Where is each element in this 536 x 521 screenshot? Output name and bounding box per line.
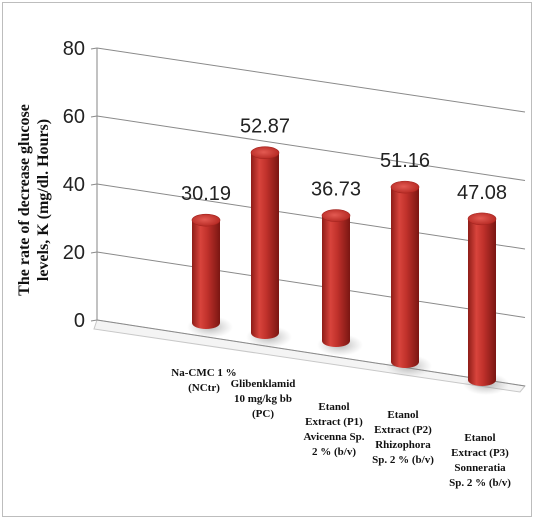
y-tick-label: 40	[63, 174, 85, 196]
category-label-line: Sp. 2 % (b/v)	[449, 477, 511, 489]
gridline	[96, 47, 526, 113]
gridlines	[90, 47, 526, 387]
category-label: Etanol Extract (P3) Sonneratia Sp. 2 % (b/v…	[449, 432, 511, 489]
category-label: Na-CMC 1 % (NCtr)	[171, 367, 236, 394]
bar-top	[191, 213, 221, 227]
category-label-line: Sonneratia	[454, 462, 506, 474]
bar	[317, 209, 363, 356]
y-tick-label: 0	[74, 310, 85, 332]
bar-body	[251, 152, 279, 339]
category-label-line: 10 mg/kg bb	[234, 393, 292, 405]
bar-body	[322, 215, 350, 347]
tick-mark	[90, 183, 98, 186]
data-labels: 30.19 52.87 36.73 51.16 47.08	[181, 116, 507, 205]
category-label-line: Etanol	[387, 409, 418, 421]
gridline	[96, 183, 526, 250]
category-label-line: Na-CMC 1 %	[171, 367, 236, 379]
category-label-line: Sp. 2 % (b/v)	[372, 454, 434, 466]
gridline	[96, 319, 526, 387]
y-tick-label: 80	[63, 38, 85, 60]
category-label-line: 2 % (b/v)	[312, 446, 356, 458]
y-tick-label: 20	[63, 242, 85, 264]
category-label-line: Glibenklamid	[231, 378, 296, 390]
bar-top	[390, 180, 420, 194]
category-label-line: Extract (P1)	[305, 416, 363, 428]
y-axis-label-line-1: The rate of decrease glucose	[16, 104, 33, 296]
data-label: 36.73	[311, 179, 361, 201]
data-label: 30.19	[181, 183, 231, 205]
category-label: Glibenklamid 10 mg/kg bb (PC)	[231, 378, 296, 420]
category-label-line: Etanol	[464, 432, 495, 444]
tick-mark	[90, 115, 98, 118]
bar	[386, 180, 432, 377]
bar-top	[250, 146, 280, 160]
bar-top	[467, 212, 497, 226]
gridline	[96, 115, 526, 181]
category-label-line: (NCtr)	[188, 382, 220, 394]
gridline	[96, 251, 526, 318]
data-label: 47.08	[457, 182, 507, 204]
bar-body	[391, 187, 419, 368]
y-axis-label-line-2: levels, K (mg/dl. Hours)	[35, 119, 52, 281]
category-label-line: Extract (P3)	[451, 447, 509, 459]
data-label: 52.87	[240, 116, 290, 138]
category-label-line: (PC)	[252, 408, 274, 420]
bar	[246, 146, 292, 348]
tick-mark	[90, 319, 98, 322]
category-label-line: Etanol	[318, 401, 349, 413]
category-label-line: Extract (P2)	[374, 424, 432, 436]
bars	[187, 146, 509, 395]
tick-mark	[90, 251, 98, 254]
y-axis-ticks: 0 20 40 60 80	[63, 38, 85, 332]
data-label: 51.16	[380, 150, 430, 172]
bar-top	[321, 209, 351, 222]
category-label-line: Rhizophora	[375, 439, 431, 451]
bar	[187, 213, 233, 338]
chart-floor	[93, 319, 526, 393]
category-label-line: Avicenna Sp.	[304, 431, 365, 443]
tick-mark	[90, 47, 98, 50]
category-labels: Na-CMC 1 % (NCtr) Glibenklamid 10 mg/kg bb (…	[171, 367, 511, 489]
bar-body	[468, 218, 496, 386]
bar-body	[192, 220, 220, 329]
bar	[463, 212, 509, 395]
category-label: Etanol Extract (P1) Avicenna Sp. 2 % (b/v)	[304, 401, 365, 458]
y-tick-label: 60	[63, 106, 85, 128]
chart-walls	[93, 48, 526, 393]
category-label: Etanol Extract (P2) Rhizophora Sp. 2 % (b/v…	[372, 409, 434, 466]
